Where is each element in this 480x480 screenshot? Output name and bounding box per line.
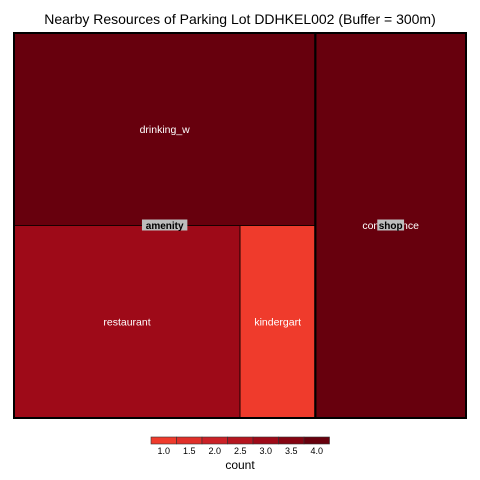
tile-label-kindergart: kindergart <box>254 316 301 328</box>
legend-swatches <box>150 436 330 445</box>
legend-swatch-4 <box>227 436 254 445</box>
group-label-bg-shop <box>377 219 405 231</box>
legend-tick-label: 3.0 <box>259 446 272 456</box>
legend-tick-label: 2.0 <box>208 446 221 456</box>
legend-swatch-2 <box>176 436 203 445</box>
treemap-group-labels: amenity shop <box>141 219 405 232</box>
legend-title: count <box>225 458 255 472</box>
legend-swatch-3 <box>201 436 228 445</box>
group-border-shop <box>314 32 468 419</box>
legend-swatch-1 <box>150 436 177 445</box>
legend-swatch-7 <box>303 436 330 445</box>
legend-tick-label: 1.5 <box>183 446 196 456</box>
legend-swatch-6 <box>278 436 305 445</box>
tile-label-restaurant: restaurant <box>103 316 150 328</box>
group-label-amenity: amenity <box>146 221 184 232</box>
treemap-tiles <box>13 32 467 419</box>
legend-tick-label: 4.0 <box>310 446 323 456</box>
group-label-bg-amenity <box>141 219 188 231</box>
treemap-leaf-labels: drinking_wrestaurantkindergartconshopnce <box>103 124 419 329</box>
color-legend: 1.0 1.5 2.0 2.5 3.0 3.5 4.0 count <box>150 436 330 472</box>
legend-tick-label: 1.0 <box>157 446 170 456</box>
group-label-shop: shop <box>379 221 403 232</box>
tile-drinking-w <box>13 32 316 226</box>
tile-restaurant <box>13 225 241 419</box>
legend-swatch-5 <box>252 436 279 445</box>
treemap-group-borders <box>13 32 468 419</box>
tile-kindergart <box>239 225 316 419</box>
legend-ticks: 1.0 1.5 2.0 2.5 3.0 3.5 4.0 <box>157 446 323 456</box>
chart-title: Nearby Resources of Parking Lot DDHKEL00… <box>44 11 436 27</box>
legend-tick-label: 2.5 <box>234 446 247 456</box>
legend-tick-label: 3.5 <box>285 446 298 456</box>
tile-label-drinking-w: drinking_w <box>140 124 191 136</box>
